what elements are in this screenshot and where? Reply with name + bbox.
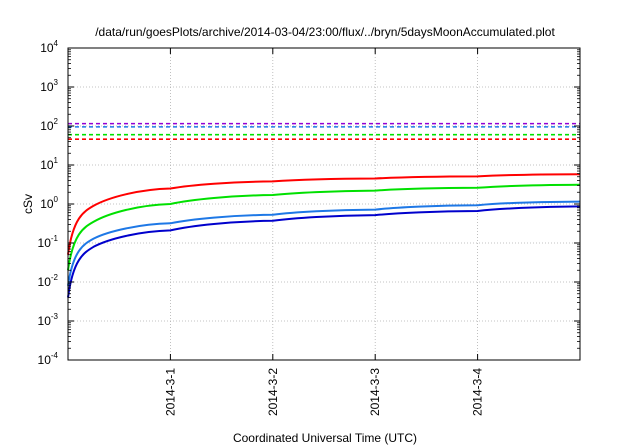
y-tick-label: 102: [40, 117, 58, 133]
y-tick-label: 104: [40, 39, 58, 55]
x-tick-label: 2014-3-4: [471, 368, 485, 416]
y-tick-label: 100: [40, 195, 58, 211]
y-tick-label: 10-4: [38, 351, 59, 367]
y-tick-label: 103: [40, 78, 58, 94]
y-axis-label: cSv: [21, 194, 35, 214]
x-tick-label: 2014-3-3: [368, 368, 382, 416]
y-tick-label: 10-3: [38, 312, 59, 328]
series-line: [67, 200, 581, 286]
series-line: [67, 183, 581, 271]
y-tick-label: 101: [40, 156, 58, 172]
series-lines: [67, 173, 581, 298]
y-tick-labels: 10-4 10-3 10-2 10-1 100 101 102 103 104: [38, 39, 59, 367]
x-axis-label: Coordinated Universal Time (UTC): [233, 431, 417, 445]
x-tick-label: 2014-3-2: [266, 368, 280, 416]
x-tick-label: 2014-3-1: [163, 368, 177, 416]
y-tick-label: 10-2: [38, 273, 59, 289]
ticks: [68, 47, 580, 361]
y-tick-label: 10-1: [38, 234, 59, 250]
chart-title: /data/run/goesPlots/archive/2014-03-04/2…: [95, 25, 555, 39]
series-line: [67, 205, 581, 298]
x-tick-labels: 2014-3-1 2014-3-2 2014-3-3 2014-3-4: [163, 368, 484, 416]
series-line: [67, 173, 581, 255]
reference-lines: [68, 122, 580, 140]
